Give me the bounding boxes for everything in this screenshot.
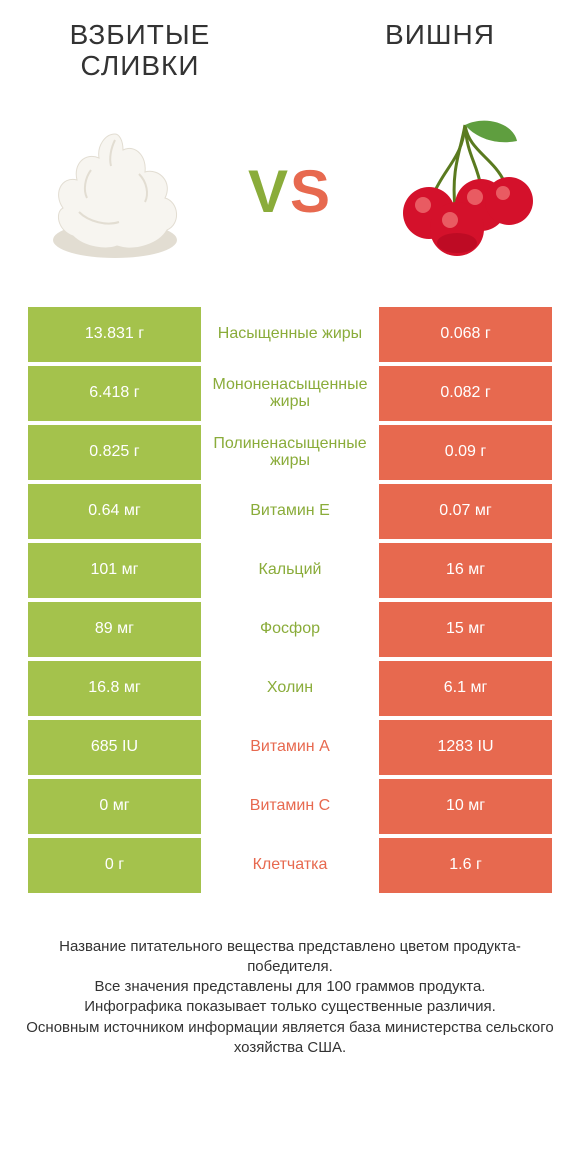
right-value: 1283 IU — [379, 720, 552, 775]
table-row: 0.825 гПолиненасыщенные жиры0.09 г — [28, 425, 552, 480]
cream-icon — [35, 122, 195, 262]
header: ВЗБИТЫЕ СЛИВКИ ВИШНЯ — [0, 0, 580, 87]
left-value: 16.8 мг — [28, 661, 201, 716]
footer-line-2: Все значения представлены для 100 граммо… — [25, 977, 555, 997]
vs-label: VS — [248, 157, 332, 226]
left-value: 6.418 г — [28, 366, 201, 421]
nutrient-label: Насыщенные жиры — [201, 307, 379, 362]
left-value: 685 IU — [28, 720, 201, 775]
table-row: 0.64 мгВитамин E0.07 мг — [28, 484, 552, 539]
left-value: 101 мг — [28, 543, 201, 598]
table-row: 101 мгКальций16 мг — [28, 543, 552, 598]
table-row: 6.418 гМононенасыщенные жиры0.082 г — [28, 366, 552, 421]
nutrient-label: Витамин E — [201, 484, 379, 539]
nutrient-label: Витамин C — [201, 779, 379, 834]
right-value: 0.09 г — [379, 425, 552, 480]
footer-notes: Название питательного вещества представл… — [0, 897, 580, 1059]
nutrient-label: Фосфор — [201, 602, 379, 657]
left-value: 0 мг — [28, 779, 201, 834]
left-value: 13.831 г — [28, 307, 201, 362]
left-value: 0 г — [28, 838, 201, 893]
comparison-table: 13.831 гНасыщенные жиры0.068 г6.418 гМон… — [0, 307, 580, 893]
left-value: 0.64 мг — [28, 484, 201, 539]
table-row: 16.8 мгХолин6.1 мг — [28, 661, 552, 716]
nutrient-label: Полиненасыщенные жиры — [201, 425, 379, 480]
right-value: 0.082 г — [379, 366, 552, 421]
whipped-cream-image — [30, 107, 200, 277]
table-row: 89 мгФосфор15 мг — [28, 602, 552, 657]
cherry-image — [380, 107, 550, 277]
right-value: 15 мг — [379, 602, 552, 657]
vs-s: S — [290, 157, 332, 226]
nutrient-label: Клетчатка — [201, 838, 379, 893]
right-value: 0.07 мг — [379, 484, 552, 539]
nutrient-label: Кальций — [201, 543, 379, 598]
table-row: 685 IUВитамин A1283 IU — [28, 720, 552, 775]
left-value: 0.825 г — [28, 425, 201, 480]
table-row: 0 мгВитамин C10 мг — [28, 779, 552, 834]
left-value: 89 мг — [28, 602, 201, 657]
nutrient-label: Мононенасыщенные жиры — [201, 366, 379, 421]
right-value: 0.068 г — [379, 307, 552, 362]
cherry-icon — [385, 117, 545, 267]
nutrient-label: Холин — [201, 661, 379, 716]
right-value: 10 мг — [379, 779, 552, 834]
images-row: VS — [0, 87, 580, 307]
nutrient-label: Витамин A — [201, 720, 379, 775]
right-value: 1.6 г — [379, 838, 552, 893]
right-value: 16 мг — [379, 543, 552, 598]
vs-v: V — [248, 157, 290, 226]
right-value: 6.1 мг — [379, 661, 552, 716]
footer-line-4: Основным источником информации является … — [25, 1018, 555, 1059]
footer-line-3: Инфографика показывает только существенн… — [25, 997, 555, 1017]
right-product-title: ВИШНЯ — [340, 20, 540, 51]
footer-line-1: Название питательного вещества представл… — [25, 937, 555, 978]
left-product-title: ВЗБИТЫЕ СЛИВКИ — [40, 20, 240, 82]
table-row: 0 гКлетчатка1.6 г — [28, 838, 552, 893]
table-row: 13.831 гНасыщенные жиры0.068 г — [28, 307, 552, 362]
